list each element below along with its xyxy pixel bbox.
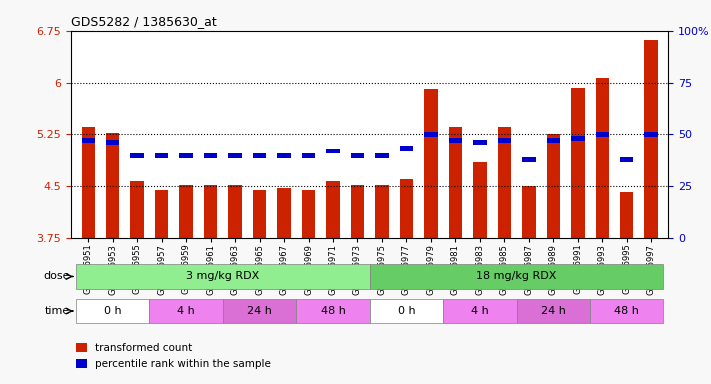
FancyBboxPatch shape [517,299,590,323]
Bar [326,181,340,238]
Text: dose: dose [43,271,70,281]
Bar [277,188,291,238]
Text: 3 mg/kg RDX: 3 mg/kg RDX [186,271,260,281]
FancyBboxPatch shape [296,299,370,323]
Bar [179,185,193,238]
Bar [82,127,95,238]
Bar [424,132,438,137]
Bar [547,134,560,238]
Text: 4 h: 4 h [177,306,195,316]
Bar [449,138,462,143]
Bar [155,190,169,238]
Bar [400,179,413,238]
Bar [351,153,364,157]
FancyBboxPatch shape [443,299,517,323]
Bar [400,147,413,151]
Bar [106,133,119,238]
Text: 24 h: 24 h [247,306,272,316]
Bar [547,138,560,143]
Bar [130,181,144,238]
Bar [301,190,315,238]
Bar [522,186,535,238]
Text: 18 mg/kg RDX: 18 mg/kg RDX [476,271,557,281]
FancyBboxPatch shape [370,264,663,289]
Text: 24 h: 24 h [541,306,566,316]
FancyBboxPatch shape [223,299,296,323]
Text: 4 h: 4 h [471,306,488,316]
Bar [498,127,511,238]
Bar [277,153,291,157]
Legend: transformed count, percentile rank within the sample: transformed count, percentile rank withi… [76,343,271,369]
Bar [522,157,535,162]
Bar [301,153,315,157]
Bar [106,140,119,145]
Bar [644,132,658,137]
Bar [179,153,193,157]
Bar [253,190,267,238]
Text: 0 h: 0 h [397,306,415,316]
Bar [596,132,609,137]
Bar [375,153,389,157]
FancyBboxPatch shape [590,299,663,323]
Bar [204,153,218,157]
Bar [351,185,364,238]
Bar [571,88,584,238]
Text: time: time [45,306,70,316]
Text: 48 h: 48 h [321,306,346,316]
Bar [228,153,242,157]
Bar [326,149,340,154]
Bar [449,127,462,238]
FancyBboxPatch shape [370,299,443,323]
FancyBboxPatch shape [149,299,223,323]
Bar [644,40,658,238]
Bar [473,140,486,145]
Bar [498,138,511,143]
Bar [596,78,609,238]
Bar [130,153,144,157]
Text: 0 h: 0 h [104,306,122,316]
FancyBboxPatch shape [76,264,370,289]
Text: 48 h: 48 h [614,306,639,316]
Bar [82,138,95,143]
Bar [620,157,634,162]
Bar [571,136,584,141]
Bar [620,192,634,238]
Text: GDS5282 / 1385630_at: GDS5282 / 1385630_at [71,15,217,28]
FancyBboxPatch shape [76,299,149,323]
Bar [228,185,242,238]
Bar [375,185,389,238]
Bar [204,185,218,238]
Bar [424,89,438,238]
Bar [155,153,169,157]
Bar [253,153,267,157]
Bar [473,162,486,238]
